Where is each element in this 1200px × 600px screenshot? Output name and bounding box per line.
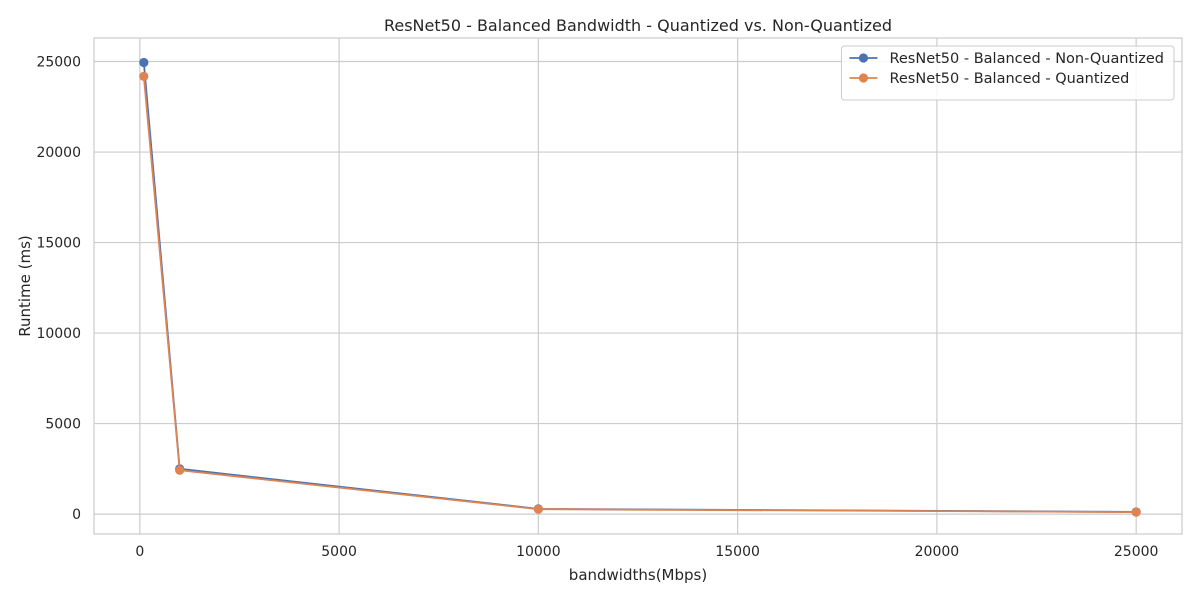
y-tick-label: 15000 [36, 236, 81, 252]
chart-title: ResNet50 - Balanced Bandwidth - Quantize… [384, 16, 892, 35]
legend: ResNet50 - Balanced - Non-Quantized ResNe… [840, 45, 1175, 101]
series-1 [139, 57, 1141, 517]
y-tick-label: 10000 [36, 326, 81, 342]
series-2 [139, 71, 1141, 517]
x-tick-label: 5000 [321, 544, 357, 560]
series-group [139, 57, 1141, 517]
data-point [175, 465, 185, 475]
legend-item: ResNet50 - Balanced - Non-Quantized [849, 51, 1164, 67]
grid [94, 38, 1182, 534]
x-tick-label: 15000 [715, 544, 760, 560]
data-point [139, 71, 149, 81]
y-axis-label: Runtime (ms) [16, 235, 34, 337]
x-tick-label: 25000 [1114, 544, 1159, 560]
data-point [139, 57, 149, 68]
y-tick-label: 0 [72, 507, 81, 523]
legend-marker [858, 53, 869, 63]
plot-frame [93, 37, 1183, 535]
x-axis-label: bandwidths(Mbps) [569, 566, 707, 584]
tick-labels: 0 5000 10000 15000 20000 25000 0 5000 10000 15000… [36, 55, 1158, 560]
x-tick-label: 0 [135, 544, 144, 560]
data-point [1131, 507, 1141, 517]
legend-label: ResNet50 - Balanced - Non-Quantized [889, 51, 1164, 67]
legend-item: ResNet50 - Balanced - Quantized [849, 71, 1129, 87]
legend-label: ResNet50 - Balanced - Quantized [889, 71, 1129, 87]
x-tick-label: 20000 [915, 544, 960, 560]
x-tick-label: 10000 [516, 544, 561, 560]
series-line [142, 76, 1137, 513]
legend-box [840, 45, 1175, 101]
data-point [533, 504, 543, 514]
y-tick-label: 20000 [36, 145, 81, 161]
series-line [142, 62, 1137, 513]
y-tick-label: 5000 [45, 417, 81, 433]
legend-marker [858, 73, 869, 83]
y-tick-label: 25000 [36, 55, 81, 71]
